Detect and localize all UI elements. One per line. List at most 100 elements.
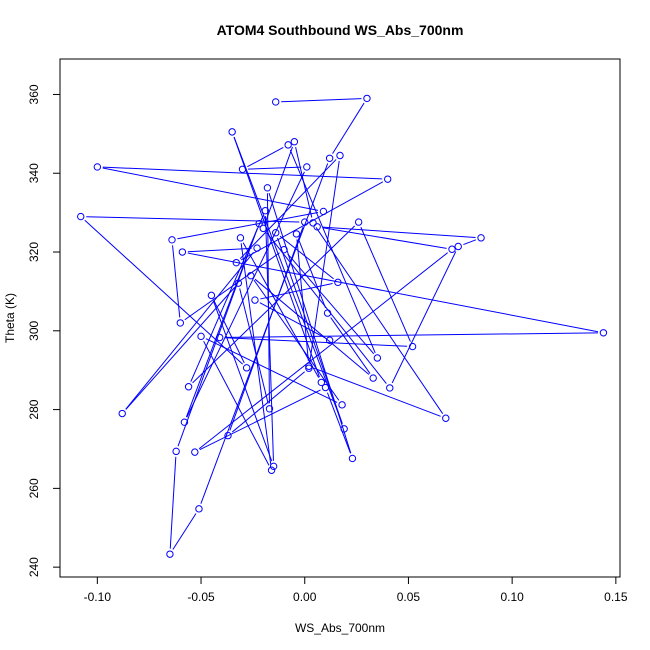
series-segment xyxy=(192,225,356,384)
x-tick-label: 0.15 xyxy=(604,590,628,604)
y-tick-label: 340 xyxy=(27,163,41,183)
series-segment xyxy=(277,237,343,424)
series-segment xyxy=(266,232,387,384)
x-axis-label: WS_Abs_700nm xyxy=(295,621,385,635)
data-point xyxy=(305,362,313,370)
data-point xyxy=(232,258,240,267)
data-point xyxy=(93,163,102,171)
data-point xyxy=(166,550,174,558)
data-point xyxy=(247,271,255,280)
data-point xyxy=(599,329,608,337)
data-point xyxy=(334,278,342,287)
series-segment xyxy=(240,181,384,261)
series-segment xyxy=(259,302,326,339)
data-point xyxy=(176,319,184,327)
data-point xyxy=(313,223,321,231)
series-segment xyxy=(190,215,264,382)
series-segment xyxy=(315,227,444,414)
data-point xyxy=(228,128,236,136)
series-segment xyxy=(199,389,321,451)
data-point xyxy=(309,219,317,227)
series-segment xyxy=(102,166,383,180)
data-point xyxy=(224,431,232,440)
data-point xyxy=(178,248,187,256)
series-segment xyxy=(295,146,313,218)
series-segment xyxy=(322,226,476,238)
data-point xyxy=(408,342,417,351)
series-segment xyxy=(313,367,441,417)
data-lines xyxy=(84,98,599,550)
series-segment xyxy=(297,238,327,309)
data-point xyxy=(242,364,251,372)
data-point xyxy=(272,229,280,237)
plot-frame xyxy=(59,58,621,578)
data-point xyxy=(321,383,330,392)
data-point xyxy=(336,151,344,160)
series-segment xyxy=(330,317,371,374)
series-segment xyxy=(212,300,273,462)
data-point xyxy=(340,425,348,433)
series-segment xyxy=(309,160,340,363)
data-point xyxy=(442,414,450,422)
data-point xyxy=(348,454,357,463)
data-point xyxy=(263,184,272,192)
data-points xyxy=(77,94,608,558)
data-point xyxy=(369,374,377,382)
series-segment xyxy=(281,98,362,103)
data-point xyxy=(168,236,176,244)
data-point xyxy=(267,466,276,474)
data-point xyxy=(269,462,278,471)
y-tick-label: 260 xyxy=(27,478,41,498)
series-segment xyxy=(172,245,181,318)
data-point xyxy=(303,163,311,171)
data-point xyxy=(238,165,247,173)
series-segment xyxy=(266,193,270,404)
data-point xyxy=(255,219,263,228)
series-segment xyxy=(187,252,599,333)
x-axis: -0.10 -0.05 0.00 0.05 0.10 0.15 xyxy=(84,576,628,604)
data-point xyxy=(325,336,334,344)
series-segment xyxy=(391,251,457,384)
series-segment xyxy=(463,239,477,246)
data-point xyxy=(272,98,280,106)
series-segment xyxy=(239,288,269,404)
series-segment xyxy=(169,456,177,549)
series-segment xyxy=(326,392,351,454)
series-segment xyxy=(186,171,305,418)
data-point xyxy=(197,332,205,341)
x-tick-label: 0.10 xyxy=(500,590,524,604)
data-point xyxy=(363,94,371,103)
data-point xyxy=(319,207,328,216)
series-segment xyxy=(264,146,293,224)
data-point xyxy=(261,206,270,215)
data-point xyxy=(253,244,261,252)
data-point xyxy=(477,234,485,242)
x-tick-label: 0.00 xyxy=(293,590,317,604)
data-point xyxy=(180,418,189,426)
series-segment xyxy=(125,286,236,410)
data-point xyxy=(259,224,267,233)
data-point xyxy=(386,384,394,392)
chart-title: ATOM4 Southbound WS_Abs_700nm xyxy=(217,22,464,38)
series-segment xyxy=(247,166,302,170)
series-segment xyxy=(360,226,411,342)
data-point xyxy=(207,291,216,300)
data-point xyxy=(325,154,334,162)
series-segment xyxy=(279,235,334,280)
data-point xyxy=(234,279,243,287)
data-point xyxy=(191,448,199,456)
series-segment xyxy=(172,513,197,550)
series-segment xyxy=(177,211,319,240)
data-point xyxy=(265,405,274,413)
y-axis-label: Theta (K) xyxy=(3,293,17,343)
series-segment xyxy=(231,371,305,433)
series-segment xyxy=(239,159,337,260)
series-segment xyxy=(322,227,447,249)
data-point xyxy=(251,296,259,304)
y-axis: 240 260 280 300 320 340 360 xyxy=(27,84,61,577)
series-segment xyxy=(254,278,370,375)
y-tick-label: 280 xyxy=(27,399,41,419)
data-point xyxy=(172,447,180,456)
y-tick-label: 360 xyxy=(27,84,41,104)
